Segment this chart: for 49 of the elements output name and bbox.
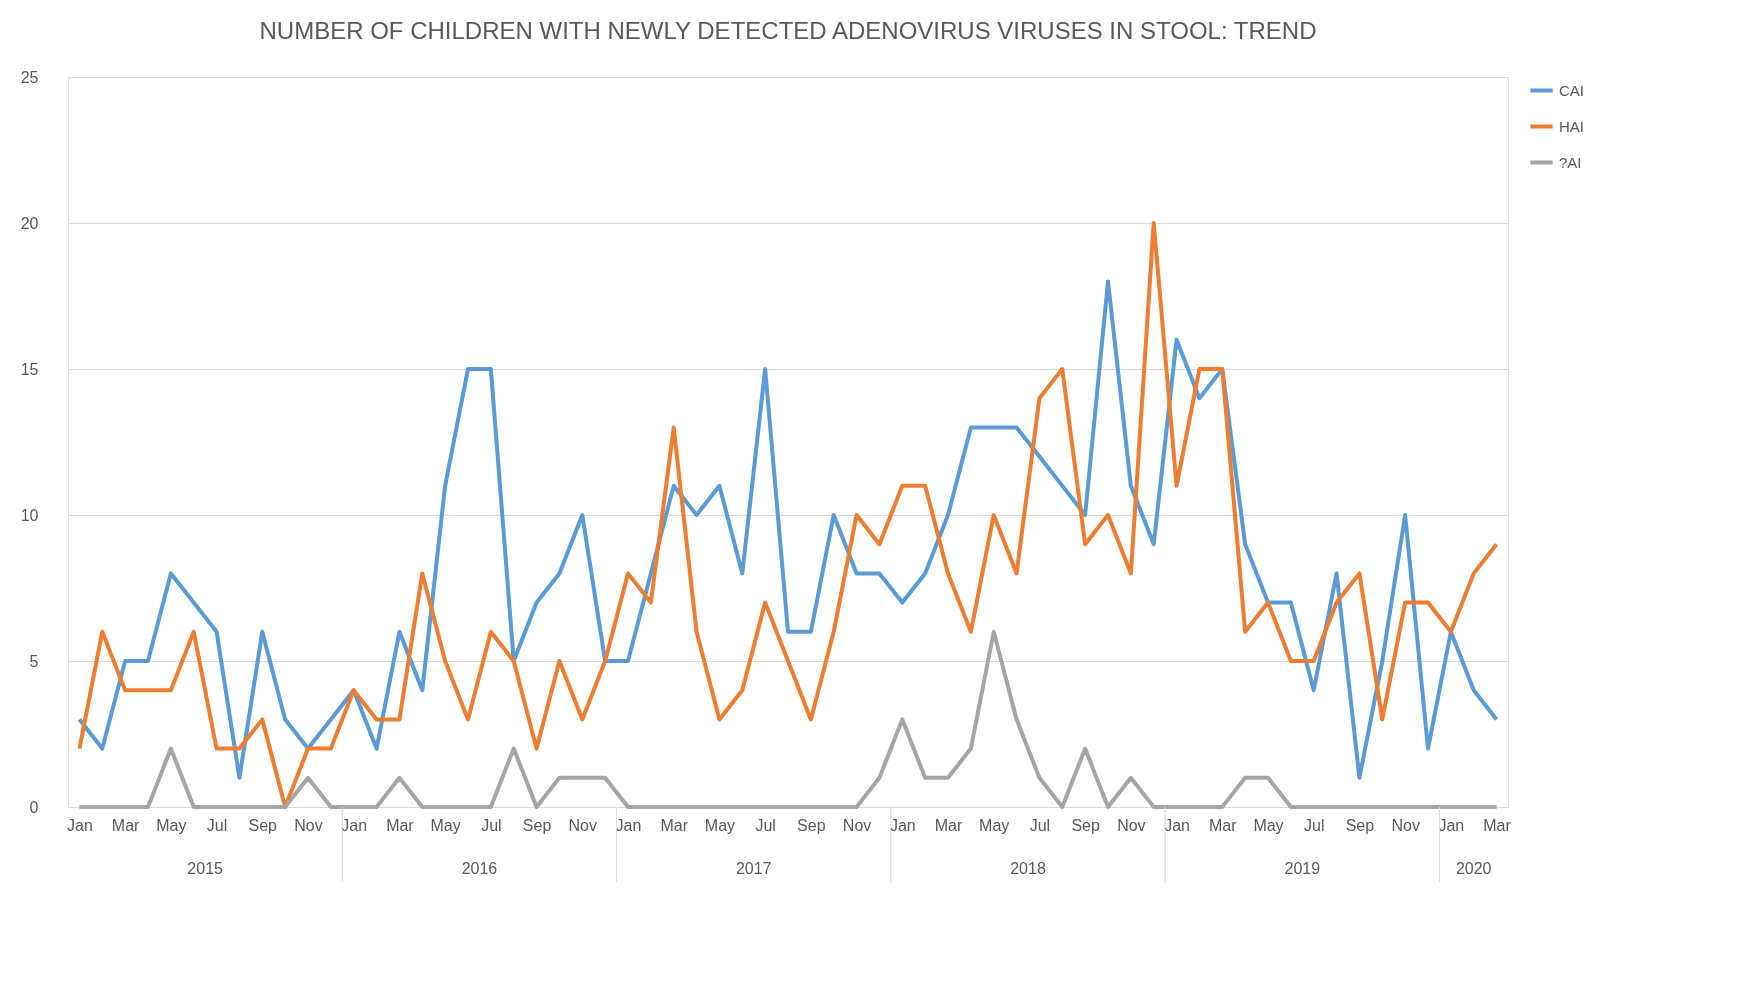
y-tick-label: 20: [20, 214, 39, 232]
x-tick-label: May: [704, 816, 736, 834]
y-tick-label: 25: [20, 68, 39, 86]
text: 2018: [1010, 860, 1046, 877]
x-tick-label: Jan: [889, 816, 916, 834]
x-tick-label: Jan: [1164, 816, 1190, 834]
x-tick-label: May: [1253, 816, 1284, 834]
x-tick-label: Jul: [1029, 816, 1051, 834]
x-tick-label: Sep: [1345, 816, 1375, 834]
x-tick-label: Nov: [294, 816, 323, 834]
y-tick-label: 10: [20, 506, 39, 524]
text: 2015: [187, 860, 224, 877]
x-tick-label: Mar: [934, 816, 963, 834]
x-tick-label: Sep: [248, 816, 278, 834]
y-tick-label: 5: [29, 652, 39, 670]
x-tick-label: Mar: [660, 816, 689, 834]
x-tick-label: Jan: [615, 816, 642, 834]
x-tick-label: Jan: [1438, 816, 1465, 834]
legend-label: ?AI: [1559, 153, 1582, 171]
x-tick-label: Mar: [1209, 816, 1238, 834]
x-tick-label: May: [430, 816, 461, 834]
x-tick-label: Nov: [1117, 816, 1146, 834]
x-tick-label: Jul: [1303, 816, 1325, 834]
x-tick-label: Nov: [842, 816, 872, 834]
y-tick-label: 15: [20, 360, 39, 378]
legend-label: HAI: [1559, 117, 1585, 135]
legend-label: CAI: [1559, 81, 1585, 99]
x-tick-label: Sep: [797, 816, 826, 834]
y-tick-label: 0: [29, 798, 39, 816]
x-tick-label: Mar: [1483, 816, 1512, 834]
text: 2019: [1284, 860, 1321, 877]
x-tick-label: Nov: [1391, 816, 1420, 834]
x-tick-label: Sep: [1071, 816, 1100, 834]
x-tick-label: Jan: [67, 816, 93, 834]
x-tick-label: May: [156, 816, 187, 834]
text: 2016: [461, 860, 498, 877]
x-tick-label: Jul: [481, 816, 502, 834]
x-tick-label: Jan: [341, 816, 368, 834]
x-tick-label: May: [979, 816, 1010, 834]
x-tick-label: Nov: [568, 816, 598, 834]
line-series: [77, 629, 1499, 809]
x-tick-label: Mar: [386, 816, 415, 834]
text: 2017: [735, 860, 772, 877]
x-tick-label: Sep: [522, 816, 552, 834]
text: 2020: [1455, 860, 1492, 877]
x-tick-label: Jul: [755, 816, 776, 834]
chart-title: NUMBER OF CHILDREN WITH NEWLY DETECTED ADENOVIRUS VIRUSES IN STOOL: TREND: [259, 17, 1317, 44]
x-tick-label: Jul: [206, 816, 228, 834]
x-tick-label: Mar: [111, 816, 141, 834]
